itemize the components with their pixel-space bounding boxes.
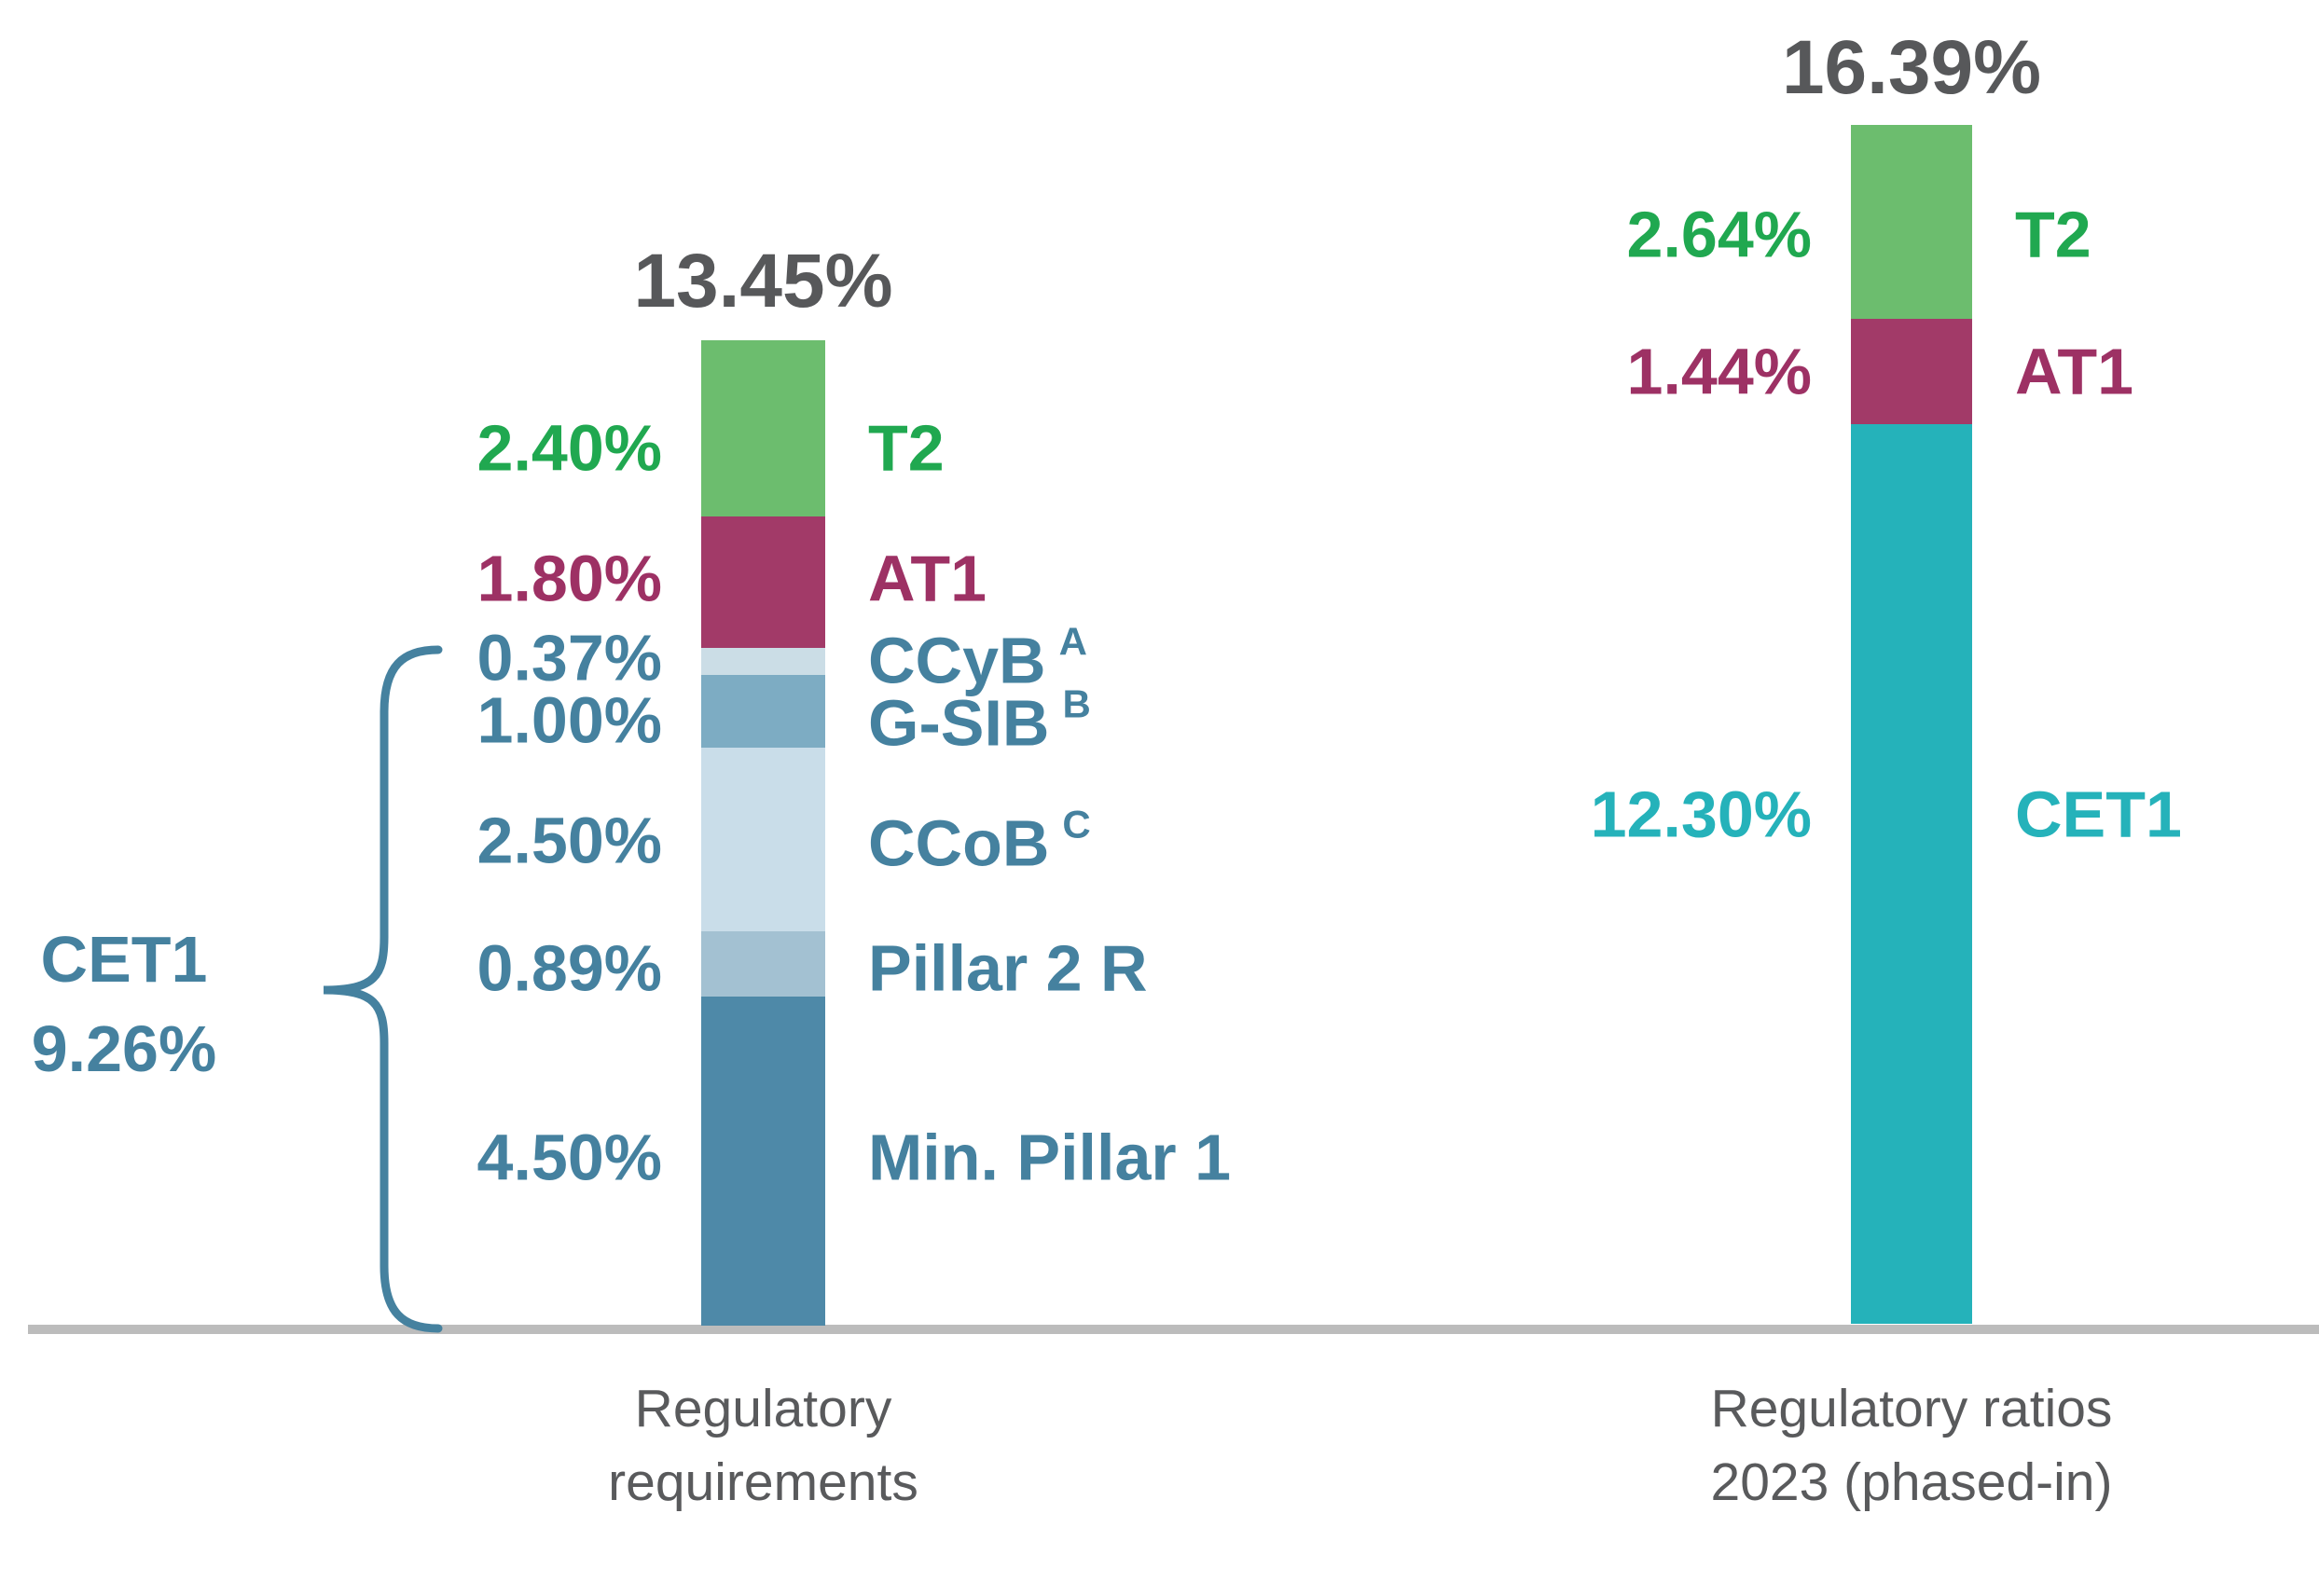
bar-segment-ccob-0: [701, 748, 825, 931]
value-label-pillar-2-r-0: 0.89%: [476, 931, 662, 1005]
bar-segment-g-sib-0: [701, 674, 825, 749]
value-label-cet1-1: 12.30%: [1590, 777, 1812, 851]
cet1-brace-annotation: CET1 9.26%: [7, 915, 241, 1094]
value-label-t2-0: 2.40%: [476, 411, 662, 485]
segment-label-ccob-0: CCoB C: [868, 802, 1091, 880]
segment-label-pillar-2-r-0: Pillar 2 R: [868, 931, 1148, 1005]
segment-label-t2-1: T2: [2015, 198, 2091, 271]
value-label-min-pillar-1-0: 4.50%: [476, 1121, 662, 1194]
value-label-at1-0: 1.80%: [476, 542, 662, 615]
bar-segment-t2-0: [701, 340, 825, 516]
segment-label-superscript-b: B: [1062, 681, 1091, 726]
cet1-brace-path: [323, 645, 443, 1333]
cet1-brace-label: CET1: [40, 923, 208, 996]
bar-segment-at1-1: [1851, 318, 1972, 424]
segment-label-superscript-a: A: [1058, 619, 1087, 664]
bar-segment-min-pillar-1-0: [701, 996, 825, 1326]
axis-category-label-1: Regulatory ratios 2023 (phased-in): [1710, 1379, 2113, 1512]
segment-label-at1-1: AT1: [2015, 335, 2134, 408]
segment-label-ccyb-0: CCyB A: [868, 619, 1087, 697]
bar-segment-pillar-2-r-0: [701, 930, 825, 997]
value-label-ccob-0: 2.50%: [476, 804, 662, 877]
segment-label-at1-0: AT1: [868, 542, 987, 615]
bar-segment-cet1-1: [1851, 423, 1972, 1325]
bar-segment-ccyb-0: [701, 647, 825, 675]
total-label-1: 16.39%: [1781, 25, 2042, 110]
cet1-brace-value: 9.26%: [31, 1011, 217, 1085]
x-axis-baseline: [28, 1325, 2319, 1334]
value-label-ccyb-0: 0.37%: [476, 621, 662, 695]
segment-label-cet1-1: CET1: [2015, 777, 2182, 851]
segment-label-t2-0: T2: [868, 411, 945, 485]
value-label-at1-1: 1.44%: [1626, 335, 1812, 408]
bar-segment-t2-1: [1851, 125, 1972, 319]
segment-label-superscript-c: C: [1062, 802, 1091, 846]
segment-label-g-sib-0: G-SIB B: [868, 681, 1091, 760]
value-label-g-sib-0: 1.00%: [476, 683, 662, 757]
segment-label-min-pillar-1-0: Min. Pillar 1: [868, 1121, 1231, 1194]
axis-category-label-0: Regulatory requirements: [608, 1379, 918, 1512]
total-label-0: 13.45%: [633, 239, 893, 323]
bar-segment-at1-0: [701, 516, 825, 648]
value-label-t2-1: 2.64%: [1626, 198, 1812, 271]
